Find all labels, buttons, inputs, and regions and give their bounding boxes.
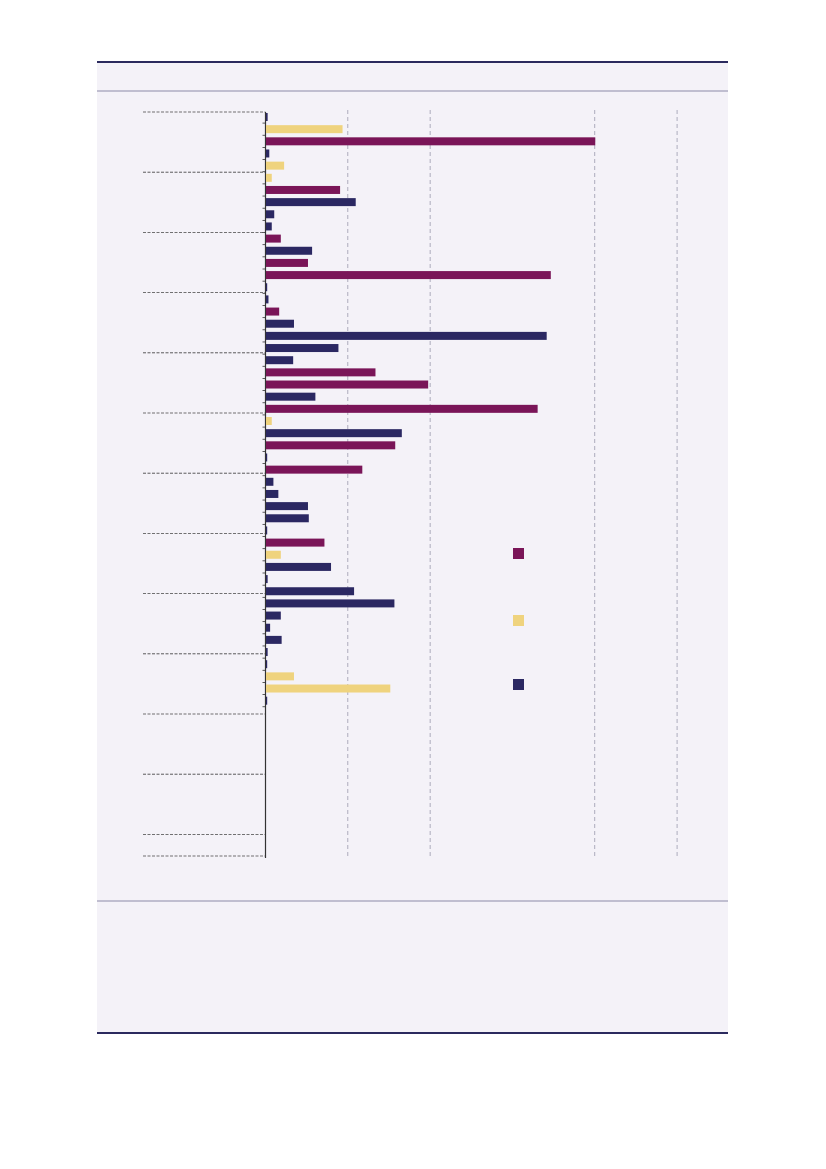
bar-navy bbox=[266, 198, 356, 207]
bar-purple bbox=[266, 538, 325, 547]
bar-yellow bbox=[266, 417, 272, 425]
bar-navy bbox=[266, 514, 309, 523]
bar-yellow bbox=[266, 684, 391, 693]
legend-swatch-yellow bbox=[513, 615, 524, 626]
bar-navy bbox=[266, 246, 313, 255]
bar-yellow bbox=[266, 125, 343, 134]
bar-purple bbox=[266, 234, 281, 243]
gridlines bbox=[347, 110, 678, 858]
footer-band bbox=[97, 900, 728, 1034]
bar-navy bbox=[266, 477, 274, 486]
bar-navy bbox=[266, 295, 269, 304]
bar-navy bbox=[266, 113, 268, 121]
bar-navy bbox=[266, 319, 294, 328]
y-axis bbox=[262, 112, 267, 858]
bar-purple bbox=[266, 271, 551, 280]
legend-swatch-purple bbox=[513, 548, 524, 559]
bar-navy bbox=[266, 587, 355, 596]
bar-purple bbox=[266, 137, 596, 146]
header-band bbox=[97, 61, 728, 92]
bar-navy bbox=[266, 149, 270, 158]
bar-yellow bbox=[266, 550, 281, 559]
bar-navy bbox=[266, 392, 316, 401]
bar-navy bbox=[266, 222, 272, 231]
bar-purple bbox=[266, 380, 429, 389]
bar-navy bbox=[266, 611, 281, 620]
bar-yellow bbox=[266, 672, 294, 681]
bar-navy bbox=[266, 283, 268, 292]
bar-purple bbox=[266, 404, 538, 413]
bar-navy bbox=[266, 356, 294, 365]
bar-navy bbox=[266, 599, 395, 608]
bar-navy bbox=[266, 660, 268, 669]
bar-navy bbox=[266, 331, 547, 340]
bar-navy bbox=[266, 210, 275, 219]
panel-background bbox=[97, 61, 728, 1034]
category-dividers bbox=[143, 111, 266, 857]
bar-navy bbox=[266, 489, 279, 498]
bar-purple bbox=[266, 307, 280, 316]
bar-navy bbox=[266, 575, 268, 584]
bar-yellow bbox=[266, 173, 272, 182]
bar-navy bbox=[266, 453, 268, 462]
bar-purple bbox=[266, 465, 363, 474]
bar-navy bbox=[266, 344, 339, 353]
bar-purple bbox=[266, 258, 308, 267]
legend bbox=[513, 548, 524, 690]
bar-yellow bbox=[266, 161, 285, 170]
legend-swatch-navy bbox=[513, 679, 524, 690]
bar-navy bbox=[266, 502, 308, 511]
bar-navy bbox=[266, 526, 268, 535]
bar-purple bbox=[266, 368, 376, 377]
bar-navy bbox=[266, 635, 282, 644]
bar-purple bbox=[266, 185, 341, 194]
bar-navy bbox=[266, 623, 271, 632]
bar-navy bbox=[266, 648, 268, 657]
bars bbox=[266, 113, 596, 705]
bar-navy bbox=[266, 696, 268, 705]
bar-purple bbox=[266, 441, 396, 450]
bar-navy bbox=[266, 562, 332, 571]
bar-navy bbox=[266, 429, 402, 438]
